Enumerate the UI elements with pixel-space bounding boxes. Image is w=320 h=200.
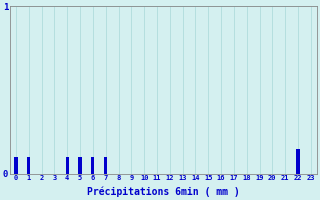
- Bar: [91, 157, 94, 174]
- X-axis label: Précipitations 6min ( mm ): Précipitations 6min ( mm ): [87, 187, 240, 197]
- Bar: [296, 149, 300, 174]
- Bar: [14, 157, 18, 174]
- Bar: [66, 157, 69, 174]
- Bar: [27, 157, 30, 174]
- Bar: [104, 157, 107, 174]
- Bar: [78, 157, 82, 174]
